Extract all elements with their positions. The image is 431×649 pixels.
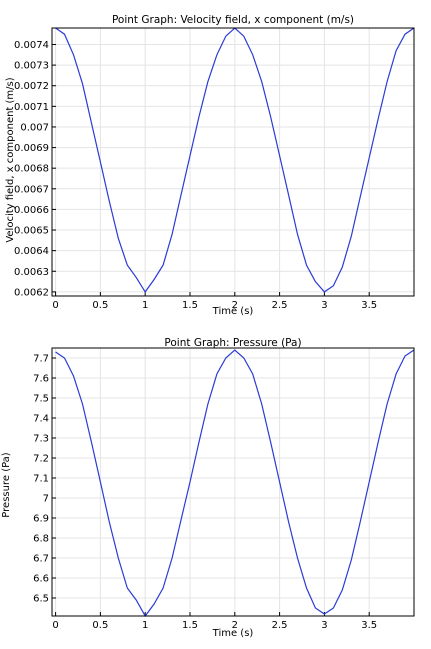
x-tick-label: 3 (321, 620, 327, 631)
x-tick-label: 0 (52, 300, 58, 311)
x-tick-label: 1.5 (182, 300, 198, 311)
y-tick-label: 7.5 (33, 394, 49, 405)
y-tick-label: 0.0062 (14, 287, 49, 298)
y-tick-label: 6.7 (33, 554, 49, 565)
y-tick-label: 0.0071 (14, 102, 49, 113)
y-tick-label: 0.0064 (14, 246, 49, 257)
plot-frame (51, 347, 415, 617)
chart-title: Point Graph: Pressure (Pa) (164, 337, 301, 349)
y-tick-label: 7.2 (33, 454, 49, 465)
x-tick-label: 3.5 (361, 620, 377, 631)
y-axis-label: Pressure (Pa) (1, 452, 12, 517)
x-tick-label: 1 (142, 300, 148, 311)
velocity-chart: Point Graph: Velocity field, x component… (5, 14, 415, 317)
y-tick-label: 0.0074 (14, 40, 49, 51)
y-tick-label: 0.0063 (14, 267, 49, 278)
x-tick-label: 3.5 (361, 300, 377, 311)
pressure-chart: Point Graph: Pressure (Pa) 0 0.5 1 1.5 2 2.5 3… (1, 337, 415, 639)
plot-frame (51, 27, 415, 297)
y-tick-label: 0.0069 (14, 143, 49, 154)
y-tick-label: 0.0072 (14, 81, 49, 92)
x-tick-label: 0 (52, 620, 58, 631)
y-tick-label: 6.6 (33, 574, 49, 585)
y-tick-label: 0.0065 (14, 226, 49, 237)
y-tick-label: 0.007 (20, 122, 49, 133)
x-tick-label: 0.5 (92, 300, 108, 311)
y-tick-label: 6.8 (33, 534, 49, 545)
x-tick-label: 0.5 (92, 620, 108, 631)
y-tick-label: 0.0068 (14, 164, 49, 175)
y-tick-label: 7.7 (33, 354, 49, 365)
y-tick-label: 7 (43, 494, 49, 505)
y-tick-label: 0.0073 (14, 61, 49, 72)
pressure-series-line (55, 349, 415, 618)
x-tick-label: 1 (142, 620, 148, 631)
x-axis-label: Time (s) (212, 628, 254, 639)
y-tick-label: 0.0067 (14, 184, 49, 195)
x-tick-label: 2.5 (272, 300, 288, 311)
y-tick-label: 7.6 (33, 374, 49, 385)
x-tick-label: 2 (232, 300, 238, 311)
x-tick-label: 3 (321, 300, 327, 311)
y-tick-label: 7.3 (33, 434, 49, 445)
y-tick-label: 6.9 (33, 514, 49, 525)
x-tick-label: 2 (232, 620, 238, 631)
x-tick-label: 1.5 (182, 620, 198, 631)
y-axis-label: Velocity field, x component (m/s) (5, 77, 16, 242)
y-tick-label: 7.4 (33, 414, 49, 425)
chart-title: Point Graph: Velocity field, x component… (112, 14, 354, 26)
x-tick-label: 2.5 (272, 620, 288, 631)
y-tick-label: 7.1 (33, 474, 49, 485)
y-tick-label: 0.0066 (14, 205, 49, 216)
x-axis-label: Time (s) (212, 306, 254, 317)
y-tick-label: 6.5 (33, 594, 49, 605)
